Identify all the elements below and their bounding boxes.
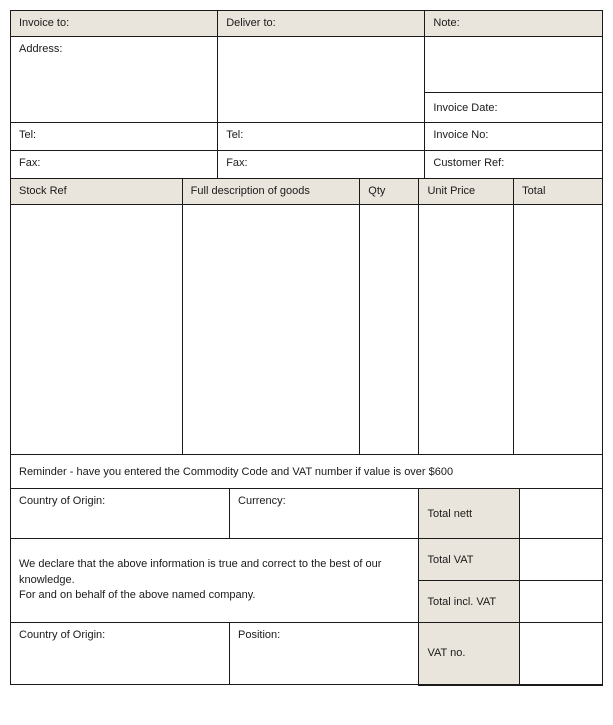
vat-no-value[interactable] <box>520 623 603 685</box>
address-cell[interactable]: Address: <box>11 37 218 123</box>
country-origin-label: Country of Origin: <box>19 495 105 507</box>
bottom-table: Country of Origin: Currency: Total nett … <box>10 488 603 686</box>
vat-no-label: VAT no. <box>419 623 520 685</box>
total-vat-value[interactable] <box>520 539 603 581</box>
col-stock-ref: Stock Ref <box>11 179 183 205</box>
tel2-label: Tel: <box>226 129 243 141</box>
total-nett-label: Total nett <box>419 489 520 539</box>
reminder-cell: Reminder - have you entered the Commodit… <box>11 455 603 489</box>
declaration-line1: We declare that the above information is… <box>19 557 410 589</box>
tel2-cell[interactable]: Tel: <box>218 123 425 151</box>
currency-label: Currency: <box>238 495 286 507</box>
tel-label: Tel: <box>19 129 36 141</box>
address-label: Address: <box>19 43 62 55</box>
declaration-cell: We declare that the above information is… <box>11 539 419 623</box>
invoice-date-cell[interactable]: Invoice Date: <box>425 93 603 123</box>
reminder-text: Reminder - have you entered the Commodit… <box>19 466 453 478</box>
invoice-date-label: Invoice Date: <box>433 102 497 114</box>
deliver-to-label: Deliver to: <box>218 11 425 37</box>
col-total: Total <box>514 179 603 205</box>
col-unit-price: Unit Price <box>419 179 514 205</box>
tel-cell[interactable]: Tel: <box>11 123 218 151</box>
total-incl-value[interactable] <box>520 581 603 623</box>
fax2-label: Fax: <box>226 157 247 169</box>
items-table: Stock Ref Full description of goods Qty … <box>10 178 603 455</box>
items-total-body[interactable] <box>514 205 603 455</box>
country-origin2-cell[interactable]: Country of Origin: <box>11 623 230 685</box>
note-cell[interactable] <box>425 37 603 93</box>
total-nett-value[interactable] <box>520 489 603 539</box>
currency-cell[interactable]: Currency: <box>230 489 419 539</box>
fax-cell[interactable]: Fax: <box>11 151 218 179</box>
customer-ref-cell[interactable]: Customer Ref: <box>425 151 603 179</box>
note-label: Note: <box>425 11 603 37</box>
invoice-form: Invoice to: Deliver to: Note: Address: I… <box>10 10 603 686</box>
total-vat-label: Total VAT <box>419 539 520 581</box>
items-stock-ref-body[interactable] <box>11 205 183 455</box>
total-incl-label: Total incl. VAT <box>419 581 520 623</box>
items-qty-body[interactable] <box>360 205 419 455</box>
items-description-body[interactable] <box>182 205 360 455</box>
country-origin-cell[interactable]: Country of Origin: <box>11 489 230 539</box>
position-cell[interactable]: Position: <box>230 623 419 685</box>
reminder-table: Reminder - have you entered the Commodit… <box>10 454 603 489</box>
invoice-no-label: Invoice No: <box>433 129 488 141</box>
customer-ref-label: Customer Ref: <box>433 157 504 169</box>
declaration-line2: For and on behalf of the above named com… <box>19 588 410 604</box>
invoice-no-cell[interactable]: Invoice No: <box>425 123 603 151</box>
deliver-address-cell[interactable] <box>218 37 425 123</box>
col-description: Full description of goods <box>182 179 360 205</box>
fax-label: Fax: <box>19 157 40 169</box>
fax2-cell[interactable]: Fax: <box>218 151 425 179</box>
col-qty: Qty <box>360 179 419 205</box>
position-label: Position: <box>238 629 280 641</box>
items-unit-price-body[interactable] <box>419 205 514 455</box>
invoice-to-label: Invoice to: <box>11 11 218 37</box>
country-origin2-label: Country of Origin: <box>19 629 105 641</box>
header-table: Invoice to: Deliver to: Note: Address: I… <box>10 10 603 179</box>
